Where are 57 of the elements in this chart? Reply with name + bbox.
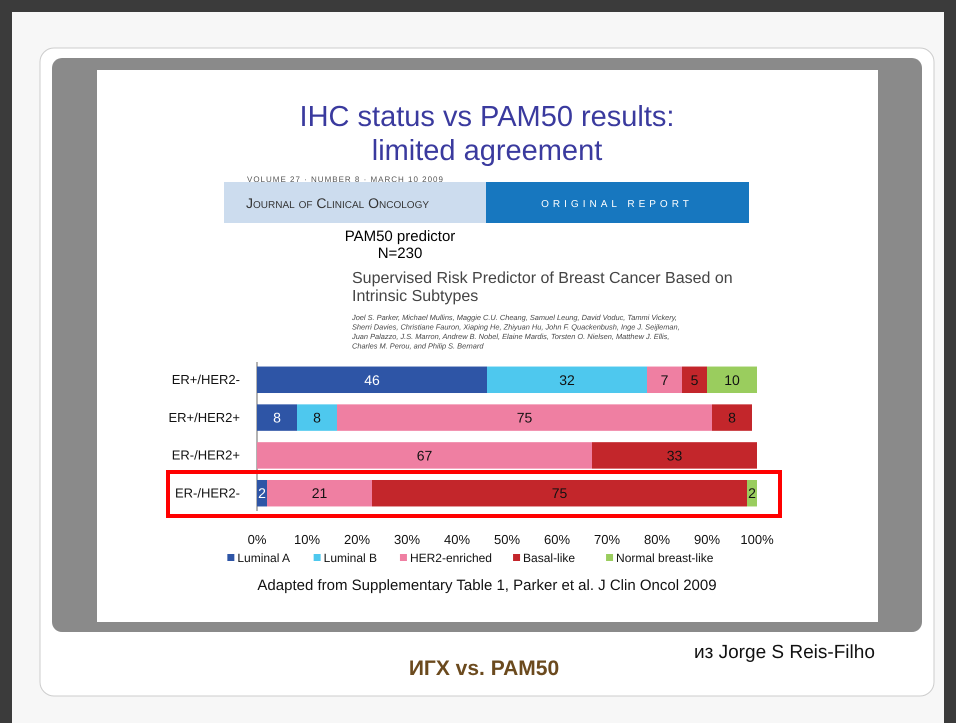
chart-title: IHC status vs PAM50 results: limited agreement: [300, 101, 674, 167]
data-label: 2: [258, 485, 266, 502]
bar: [337, 404, 712, 431]
bar: [372, 480, 747, 506]
y-tick-label: ER-/HER2-: [174, 485, 240, 500]
x-tick-label: 70%: [594, 532, 620, 548]
data-label: 67: [416, 447, 432, 464]
bar: [297, 404, 337, 431]
data-label: 2: [748, 485, 756, 502]
y-tick-label: ER+/HER2+: [168, 410, 240, 425]
x-tick-label: 30%: [394, 532, 420, 548]
bar: [257, 442, 592, 469]
text: VOLUME 27 · NUMBER 8 · MARCH 10 2009: [247, 175, 444, 184]
bar: [257, 404, 297, 431]
data-label: 8: [273, 410, 282, 426]
data-label: 21: [312, 485, 328, 502]
y-tick-label: ER-/HER2+: [172, 448, 240, 463]
bar: [487, 366, 647, 394]
data-label: 75: [516, 410, 532, 426]
x-tick-label: 0%: [248, 532, 267, 548]
data-label: 75: [552, 485, 568, 502]
x-tick-label: 20%: [344, 532, 370, 548]
data-label: 5: [690, 372, 699, 388]
text: ORIGINAL REPORT: [541, 199, 693, 210]
bar: [647, 366, 682, 394]
x-tick-label: 80%: [644, 532, 670, 548]
bar: [707, 366, 757, 394]
bar: [682, 366, 707, 394]
data-label: 33: [666, 447, 682, 464]
bar: [257, 366, 487, 394]
data-label: 46: [364, 372, 380, 388]
data-label: 8: [728, 410, 736, 426]
bar: [712, 404, 752, 431]
x-tick-label: 90%: [694, 532, 720, 548]
y-tick-label: ER+/HER2-: [172, 372, 240, 387]
text: ИГХ vs. PAM50: [408, 657, 560, 680]
text: Supervised Risk Predictor of Breast Cancer Based on Intrinsic Subtypes: [352, 270, 733, 305]
legend-label: Luminal B: [324, 551, 378, 565]
bar: [267, 480, 372, 506]
text: Journal of Clinical Oncology: [246, 195, 430, 211]
text: из Jorge S Reis-Filho: [694, 642, 875, 663]
x-tick-label: 50%: [494, 532, 520, 548]
data-label: 7: [660, 372, 669, 388]
x-tick-label: 40%: [444, 532, 470, 548]
legend-label: Basal-like: [523, 551, 576, 565]
x-tick-label: 60%: [544, 532, 570, 548]
text: Adapted from Supplementary Table 1, Parker et al. J Clin Oncol 2009: [257, 577, 717, 594]
legend-label: Luminal A: [237, 551, 290, 565]
x-tick-label: 10%: [294, 532, 320, 548]
x-tick-label: 100%: [740, 532, 774, 548]
data-label: 32: [559, 372, 575, 388]
legend-label: HER2-enriched: [410, 551, 492, 565]
chart-subtitle: PAM50 predictor N=230: [344, 228, 456, 262]
data-label: 10: [724, 372, 740, 388]
data-label: 8: [313, 410, 322, 426]
bar: [592, 442, 757, 469]
legend-label: Normal breast-like: [616, 551, 714, 565]
